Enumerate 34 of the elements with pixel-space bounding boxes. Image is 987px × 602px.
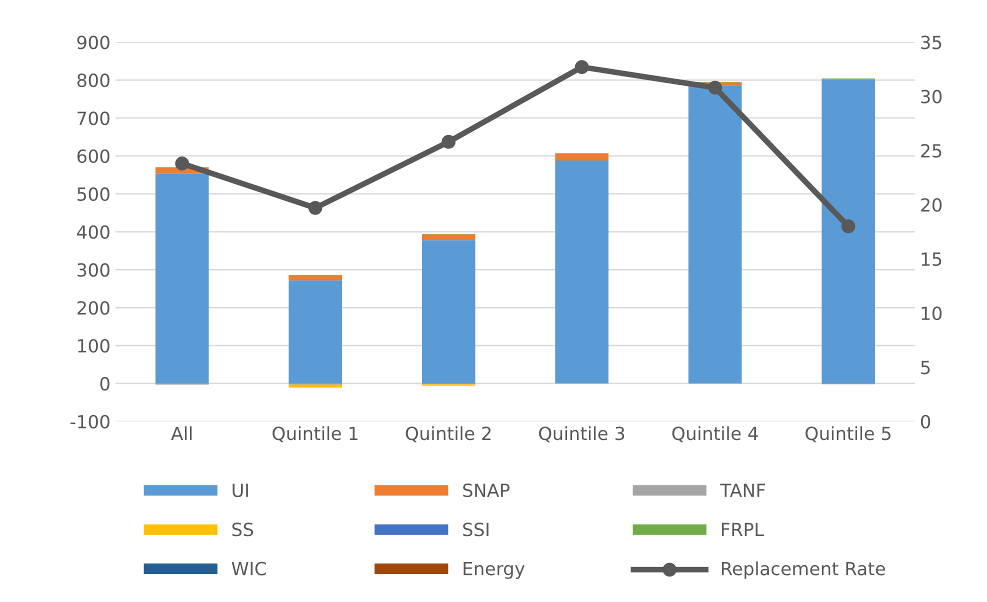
x-tick-label: Quintile 3 (539, 426, 624, 442)
y-tick-label: 0 (100, 376, 110, 391)
y2-tick-label: 15 (922, 252, 942, 266)
y2-tick-label: 30 (921, 90, 942, 104)
y-tick-label: 100 (78, 339, 110, 353)
y2-tick-label: 10 (922, 306, 942, 320)
legend-label: FRPL (722, 522, 764, 536)
legend-label: Replacement Rate (722, 561, 885, 579)
legend-label: SSI (463, 522, 488, 536)
y-tick-label: 600 (77, 149, 110, 164)
y2-tick-label: 35 (921, 36, 942, 50)
y2-tick-label: 20 (921, 198, 942, 212)
x-tick-label: Quintile 2 (406, 426, 491, 442)
y-tick-label: 900 (77, 36, 110, 50)
y2-tick-label: 0 (921, 414, 930, 429)
x-tick-label: Quintile 5 (806, 426, 891, 442)
y-tick-label: 400 (77, 225, 110, 239)
y-tick-label: -100 (70, 414, 110, 429)
legend-label: TANF (720, 484, 765, 497)
legend-label: SNAP (463, 483, 510, 498)
x-tick-label: All (171, 426, 192, 440)
y-tick-label: 200 (77, 301, 110, 315)
legend-label: Energy (464, 562, 525, 579)
legend-label: WIC (232, 562, 266, 576)
legend-label: UI (232, 484, 248, 498)
x-tick-label: Quintile 4 (672, 426, 758, 442)
y-tick-label: 300 (78, 263, 110, 277)
y-tick-label: 800 (77, 74, 110, 88)
legend-label: SS (232, 522, 254, 536)
y-tick-label: 500 (78, 187, 110, 201)
y2-tick-label: 5 (921, 360, 930, 374)
x-tick-label: Quintile 1 (272, 426, 358, 442)
y-tick-label: 700 (78, 111, 110, 126)
y2-tick-label: 25 (921, 144, 942, 158)
